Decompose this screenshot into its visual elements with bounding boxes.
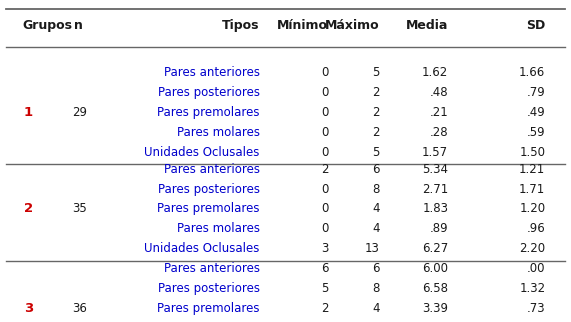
Text: .73: .73 [526,302,545,315]
Text: .96: .96 [526,223,545,235]
Text: 6.00: 6.00 [422,262,448,275]
Text: Pares molares: Pares molares [177,223,260,235]
Text: 29: 29 [73,106,87,119]
Text: Pares anteriores: Pares anteriores [164,262,260,275]
Text: .28: .28 [429,126,448,139]
Text: 8: 8 [372,183,380,195]
Text: 2: 2 [372,86,380,99]
Text: 5: 5 [372,146,380,159]
Text: 1: 1 [24,106,33,119]
Text: 1.21: 1.21 [519,163,545,175]
Text: 1.57: 1.57 [422,146,448,159]
Text: .00: .00 [527,262,545,275]
Text: Mínimo: Mínimo [278,19,328,32]
Text: 5.34: 5.34 [422,163,448,175]
Text: 6: 6 [321,262,328,275]
Text: 0: 0 [321,223,328,235]
Text: 0: 0 [321,126,328,139]
Text: .89: .89 [429,223,448,235]
Text: 2: 2 [372,126,380,139]
Text: 8: 8 [372,282,380,295]
Text: 4: 4 [372,223,380,235]
Text: 0: 0 [321,86,328,99]
Text: 13: 13 [365,242,380,255]
Text: 1.66: 1.66 [519,66,545,79]
Text: 5: 5 [321,282,328,295]
Text: 2: 2 [24,203,33,215]
Text: Tipos: Tipos [222,19,260,32]
Text: 3: 3 [321,242,328,255]
Text: 4: 4 [372,302,380,315]
Text: 1.20: 1.20 [519,203,545,215]
Text: Pares premolares: Pares premolares [157,203,260,215]
Text: Pares premolares: Pares premolares [157,106,260,119]
Text: 6: 6 [372,262,380,275]
Text: 6: 6 [372,163,380,175]
Text: Media: Media [406,19,448,32]
Text: 4: 4 [372,203,380,215]
Text: Pares premolares: Pares premolares [157,302,260,315]
Text: 2: 2 [321,302,328,315]
Text: 1.71: 1.71 [519,183,545,195]
Text: 6.27: 6.27 [422,242,448,255]
Text: 36: 36 [73,302,87,315]
Text: 0: 0 [321,106,328,119]
Text: .21: .21 [429,106,448,119]
Text: 3.39: 3.39 [422,302,448,315]
Text: SD: SD [526,19,545,32]
Text: .49: .49 [526,106,545,119]
Text: Unidades Oclusales: Unidades Oclusales [144,242,260,255]
Text: Unidades Oclusales: Unidades Oclusales [144,146,260,159]
Text: 1.83: 1.83 [422,203,448,215]
Text: 5: 5 [372,66,380,79]
Text: .79: .79 [526,86,545,99]
Text: 0: 0 [321,183,328,195]
Text: 3: 3 [24,302,33,315]
Text: 2.71: 2.71 [422,183,448,195]
Text: Pares anteriores: Pares anteriores [164,66,260,79]
Text: Pares posteriores: Pares posteriores [158,183,260,195]
Text: n: n [74,19,83,32]
Text: Pares posteriores: Pares posteriores [158,282,260,295]
Text: Pares molares: Pares molares [177,126,260,139]
Text: Pares posteriores: Pares posteriores [158,86,260,99]
Text: 6.58: 6.58 [422,282,448,295]
Text: 2: 2 [372,106,380,119]
Text: 35: 35 [73,203,87,215]
Text: 1.62: 1.62 [422,66,448,79]
Text: Máximo: Máximo [325,19,380,32]
Text: Pares anteriores: Pares anteriores [164,163,260,175]
Text: 0: 0 [321,203,328,215]
Text: 1.32: 1.32 [519,282,545,295]
Text: 2: 2 [321,163,328,175]
Text: .48: .48 [429,86,448,99]
Text: 2.20: 2.20 [519,242,545,255]
Text: .59: .59 [526,126,545,139]
Text: Grupos: Grupos [23,19,73,32]
Text: 0: 0 [321,146,328,159]
Text: 1.50: 1.50 [519,146,545,159]
Text: 0: 0 [321,66,328,79]
